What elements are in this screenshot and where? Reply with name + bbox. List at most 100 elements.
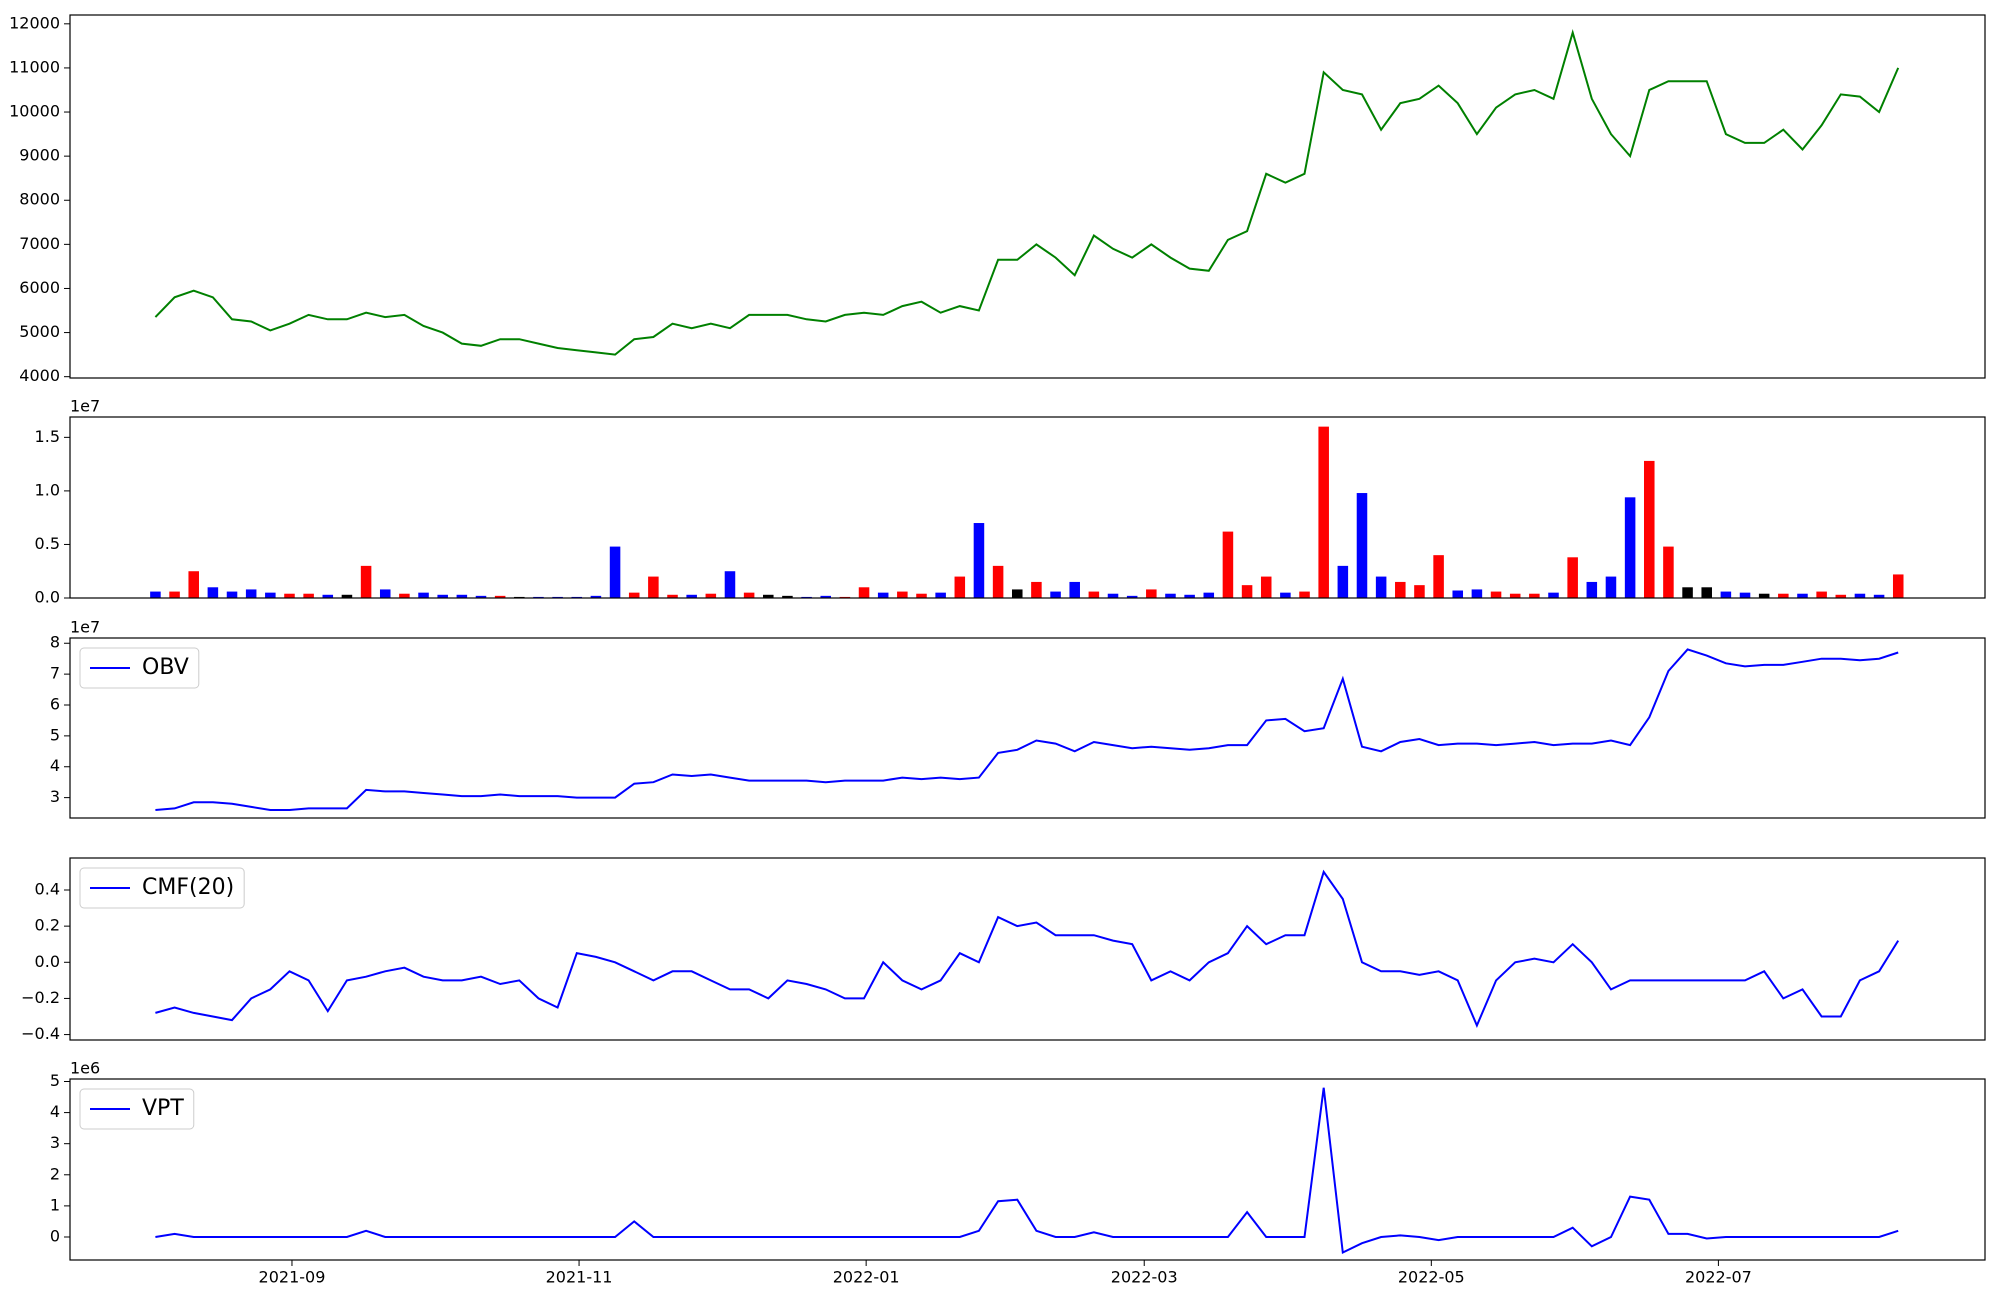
x-tick-label: 2022-07 <box>1685 1268 1752 1287</box>
bar <box>245 589 257 598</box>
y-tick-label: 7000 <box>19 234 60 253</box>
bar <box>1892 574 1904 598</box>
bar <box>1624 497 1636 598</box>
legend-label: OBV <box>142 655 189 680</box>
y-tick-label: 1.5 <box>35 427 60 446</box>
bar <box>1011 589 1023 598</box>
x-tick-label: 2022-03 <box>1111 1268 1178 1287</box>
legend-label: CMF(20) <box>142 875 234 900</box>
axes-frame <box>69 1078 1986 1261</box>
bar <box>207 587 219 598</box>
bar <box>877 592 889 598</box>
y-tick-label: 10000 <box>9 102 60 121</box>
bar <box>1318 426 1329 598</box>
bar <box>188 571 199 598</box>
offset-label: 1e7 <box>70 618 100 637</box>
bar <box>456 594 468 598</box>
bar <box>1222 531 1234 598</box>
y-tick-label: 1.0 <box>35 480 60 499</box>
bar <box>303 593 314 598</box>
bar <box>1720 591 1732 598</box>
bar <box>1165 593 1176 598</box>
panel: 3 4 5 6 7 8 1e7 OBV <box>50 618 1986 819</box>
bar <box>1778 593 1789 598</box>
x-tick-label: 2022-05 <box>1398 1268 1465 1287</box>
bar <box>1452 590 1464 598</box>
y-tick-label: 0.2 <box>35 916 60 935</box>
bar <box>1644 460 1655 598</box>
legend-box <box>79 1088 195 1130</box>
bar <box>1701 587 1712 598</box>
bar <box>1031 581 1042 598</box>
y-tick-label: 6000 <box>19 278 60 297</box>
legend-label: VPT <box>142 1096 184 1121</box>
bar <box>475 595 487 598</box>
bar <box>628 592 640 598</box>
bar <box>686 594 697 598</box>
bar <box>418 592 429 598</box>
y-tick-label: 0.0 <box>35 952 60 971</box>
bar <box>1490 591 1502 598</box>
y-tick-label: −0.4 <box>21 1024 60 1043</box>
bar <box>1605 576 1617 598</box>
bar <box>1337 565 1349 598</box>
bar <box>820 595 832 598</box>
line <box>154 29 1900 356</box>
y-tick-label: 11000 <box>9 57 60 76</box>
bar <box>1395 581 1406 598</box>
bar <box>1758 593 1770 598</box>
y-tick-label: 12000 <box>9 13 60 32</box>
panel: 0 1 2 3 4 5 2021-09 2021-11 2022-01 2022-03 2022-0… <box>50 1059 1986 1287</box>
bar <box>1835 594 1847 598</box>
y-tick-label: 4 <box>50 756 60 775</box>
y-tick-label: 2 <box>50 1164 60 1183</box>
panel: 4000 5000 6000 7000 8000 9000 10000 11000 12000 <box>9 13 1986 385</box>
x-tick-label: 2021-09 <box>259 1268 326 1287</box>
bar <box>1069 581 1080 598</box>
y-tick-label: 0.0 <box>35 588 60 607</box>
legend-box <box>79 867 245 909</box>
bar <box>169 591 180 598</box>
y-tick-label: 0 <box>50 1226 60 1245</box>
y-tick-label: 3 <box>50 787 60 806</box>
line <box>155 1087 1899 1255</box>
bar <box>379 589 391 598</box>
bar <box>935 592 946 598</box>
bar <box>724 571 736 598</box>
bar <box>265 592 276 598</box>
bar <box>1299 591 1310 598</box>
x-tick-label: 2022-01 <box>833 1268 900 1287</box>
y-tick-label: 3 <box>50 1133 60 1152</box>
axes-frame <box>69 14 1986 379</box>
bar <box>360 565 372 598</box>
bar <box>1682 587 1693 598</box>
y-tick-label: 1 <box>50 1195 60 1214</box>
bar <box>1414 585 1425 598</box>
bar <box>1241 585 1253 598</box>
bar <box>992 565 1004 598</box>
bar <box>1280 592 1291 598</box>
bar <box>1356 493 1368 598</box>
bar <box>1471 589 1483 598</box>
bar <box>341 594 353 598</box>
x-tick-label: 2021-11 <box>546 1268 613 1287</box>
y-tick-label: −0.2 <box>21 988 60 1007</box>
y-tick-label: 4 <box>50 1102 60 1121</box>
bar <box>1107 593 1119 598</box>
axes-frame <box>69 416 1986 599</box>
offset-label: 1e6 <box>70 1059 100 1078</box>
y-tick-label: 8 <box>50 633 60 652</box>
bar <box>705 593 717 598</box>
bar <box>399 593 410 598</box>
bar <box>1203 592 1215 598</box>
y-tick-label: 5 <box>50 725 60 744</box>
bar <box>1126 595 1138 598</box>
bar <box>1509 593 1521 598</box>
bar <box>284 593 295 598</box>
bar <box>1567 557 1578 598</box>
bar <box>743 592 755 598</box>
bar <box>322 594 334 598</box>
bar <box>1433 555 1444 598</box>
bar <box>590 595 602 598</box>
